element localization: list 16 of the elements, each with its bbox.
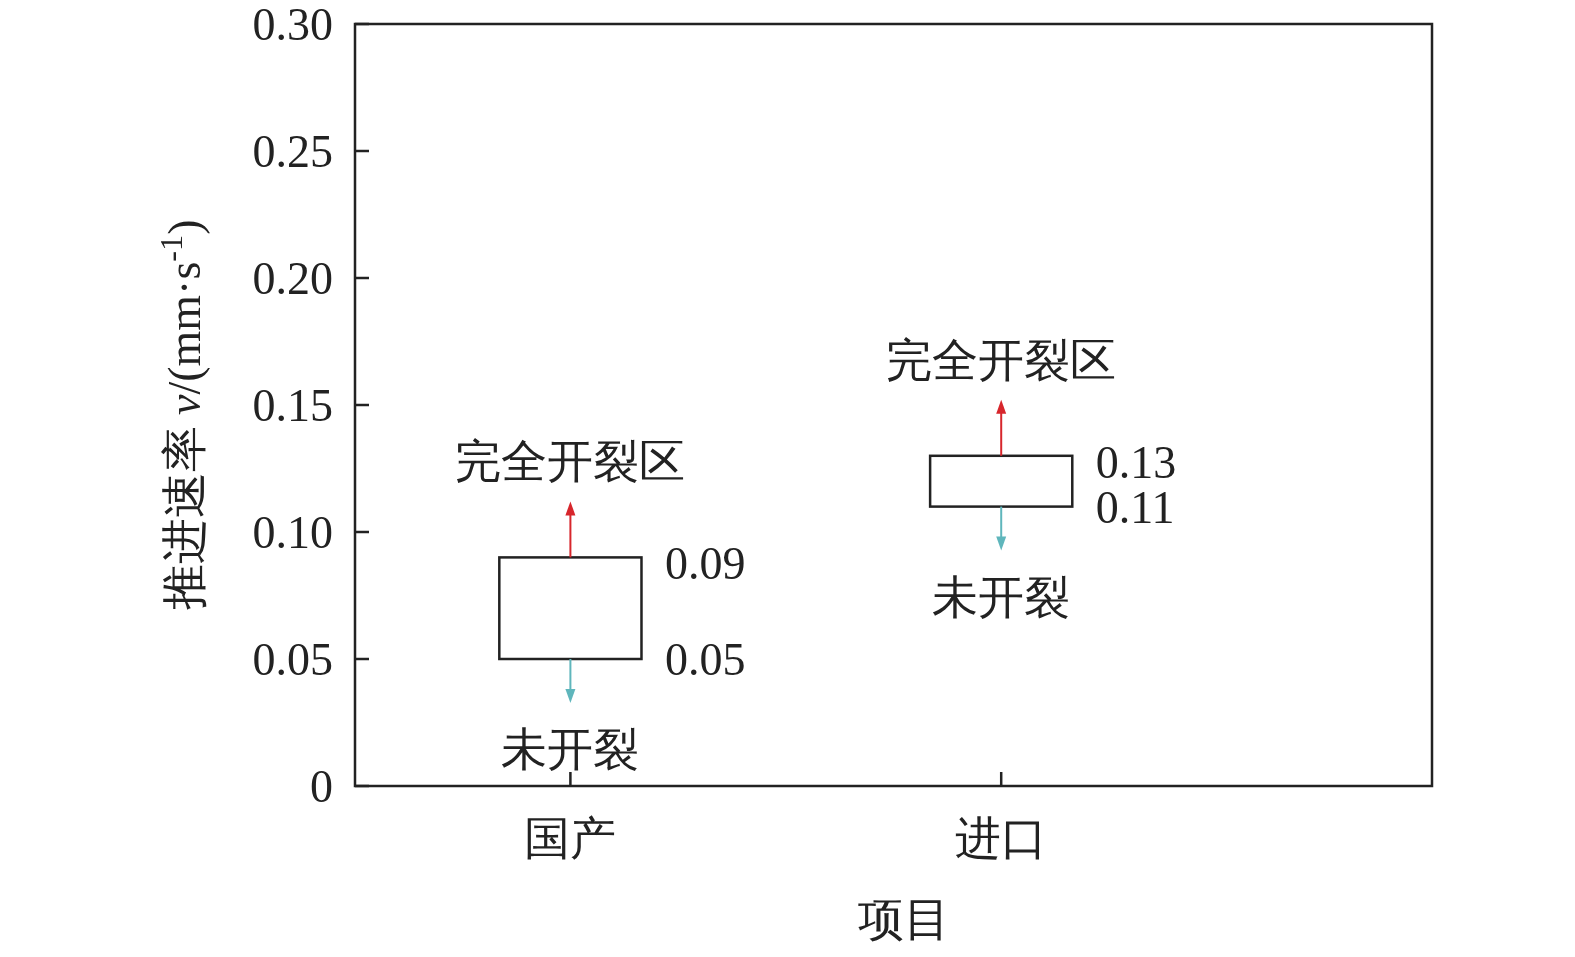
annotation: 未开裂: [501, 724, 640, 775]
y-tick-label: 0.30: [252, 0, 333, 50]
y-tick-label: 0: [310, 761, 333, 812]
annotation: 完全开裂区: [455, 436, 686, 488]
x-tick-label: 国产: [524, 813, 617, 864]
annotation: 完全开裂区: [886, 334, 1117, 386]
x-tick-label: 进口: [955, 813, 1048, 864]
annotation: 0.09: [665, 538, 746, 590]
annotation: 0.05: [665, 634, 746, 685]
y-tick-label: 0.15: [252, 380, 333, 431]
y-tick-label: 0.20: [252, 253, 333, 304]
annotation: 未开裂: [932, 571, 1071, 623]
y-tick-label: 0.25: [252, 126, 333, 177]
y-tick-label: 0.05: [252, 634, 333, 685]
y-tick-label: 0.10: [252, 507, 333, 558]
x-axis-title: 项目: [857, 894, 950, 945]
